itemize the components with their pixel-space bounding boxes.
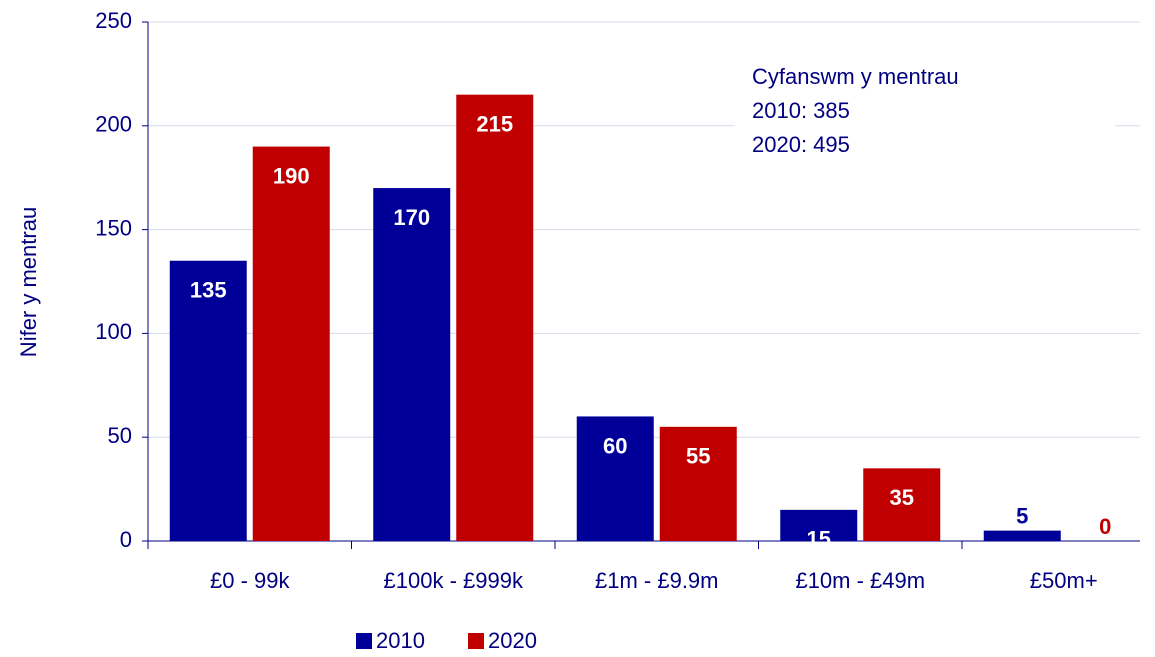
data-label: 190 <box>273 163 310 188</box>
bar <box>373 188 451 541</box>
bar <box>983 530 1061 541</box>
bar <box>456 94 534 541</box>
data-label: 15 <box>807 527 831 552</box>
y-tick-label: 150 <box>95 215 132 240</box>
y-tick-label: 100 <box>95 319 132 344</box>
bar <box>252 146 330 541</box>
data-label: 215 <box>476 111 513 136</box>
bar <box>169 260 247 541</box>
y-tick-label: 0 <box>120 527 132 552</box>
x-tick-label: £1m - £9.9m <box>595 568 719 593</box>
bar <box>863 468 941 541</box>
annotation-bg <box>735 55 1115 170</box>
data-label: 60 <box>603 433 627 458</box>
y-axis-title: Nifer y mentrau <box>16 207 41 357</box>
annotation: Cyfanswm y mentrau <box>752 64 959 89</box>
x-tick-label: £100k - £999k <box>384 568 524 593</box>
bar <box>780 509 858 541</box>
legend-label: 2010 <box>376 628 425 653</box>
x-tick-label: £50m+ <box>1030 568 1098 593</box>
data-label: 135 <box>190 278 227 303</box>
bar <box>659 426 737 541</box>
data-label: 55 <box>686 444 710 469</box>
data-label: 170 <box>393 205 430 230</box>
x-tick-label: £0 - 99k <box>210 568 290 593</box>
data-label: 35 <box>890 485 914 510</box>
x-tick-label: £10m - £49m <box>795 568 925 593</box>
data-label: 0 <box>1099 514 1111 539</box>
data-label: 5 <box>1016 503 1028 528</box>
y-tick-label: 250 <box>95 8 132 33</box>
bar <box>576 416 654 541</box>
annotation: 2020: 495 <box>752 132 850 157</box>
legend-swatch <box>468 633 484 649</box>
y-tick-label: 200 <box>95 112 132 137</box>
legend-label: 2020 <box>488 628 537 653</box>
y-tick-label: 50 <box>108 423 132 448</box>
annotation: 2010: 385 <box>752 98 850 123</box>
legend-swatch <box>356 633 372 649</box>
